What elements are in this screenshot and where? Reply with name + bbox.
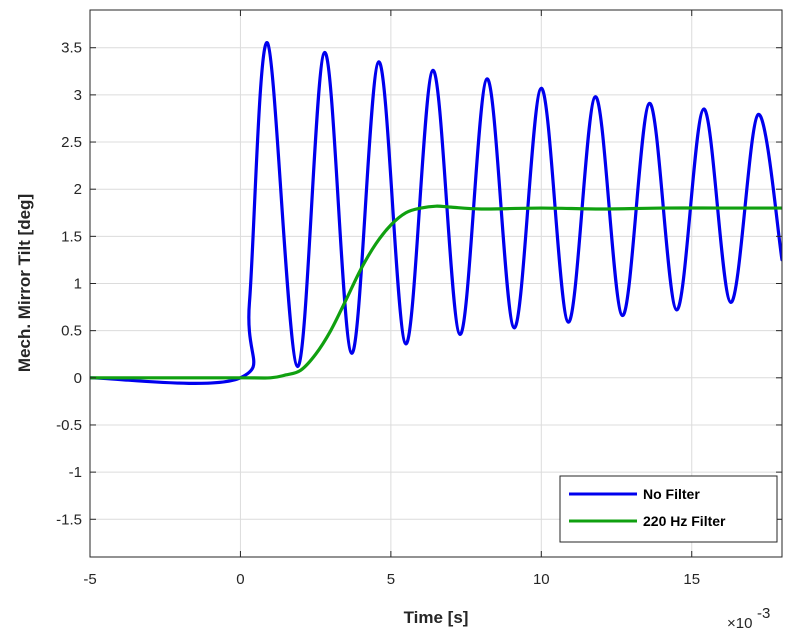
legend-label-220hz-filter: 220 Hz Filter xyxy=(643,513,726,529)
x-multiplier-exponent: -3 xyxy=(757,605,770,622)
y-axis-label: Mech. Mirror Tilt [deg] xyxy=(15,194,34,372)
y-tick-label: 0 xyxy=(74,370,82,387)
x-tick-label: 15 xyxy=(683,571,700,588)
y-tick-label: 2.5 xyxy=(61,134,82,151)
x-axis-label: Time [s] xyxy=(404,608,469,627)
y-tick-label: -0.5 xyxy=(56,417,82,434)
x-axis-ticks: -5 0 5 10 15 xyxy=(83,10,700,588)
y-tick-label: 1.5 xyxy=(61,228,82,245)
y-tick-label: -1 xyxy=(69,464,82,481)
y-tick-label: 3 xyxy=(74,87,82,104)
y-tick-label: 3.5 xyxy=(61,40,82,57)
legend-label-no-filter: No Filter xyxy=(643,486,700,502)
series-line-no-filter xyxy=(90,41,782,385)
y-axis-ticks: -1.5 -1 -0.5 0 0.5 1 1.5 2 2.5 3 3.5 xyxy=(56,40,782,528)
x-tick-label: 0 xyxy=(236,571,244,588)
series-line-220-hz-filter xyxy=(90,204,782,380)
legend-box xyxy=(559,475,778,543)
x-multiplier: ×10 -3 xyxy=(727,605,770,632)
x-tick-label: 10 xyxy=(533,571,550,588)
x-tick-label: -5 xyxy=(83,571,96,588)
legend: No Filter 220 Hz Filter xyxy=(559,475,778,543)
y-tick-label: 1 xyxy=(74,276,82,293)
x-multiplier-base: ×10 xyxy=(727,615,752,632)
y-tick-label: 2 xyxy=(74,181,82,198)
y-tick-label: -1.5 xyxy=(56,511,82,528)
series-layer xyxy=(90,41,782,385)
y-tick-label: 0.5 xyxy=(61,323,82,340)
x-tick-label: 5 xyxy=(387,571,395,588)
